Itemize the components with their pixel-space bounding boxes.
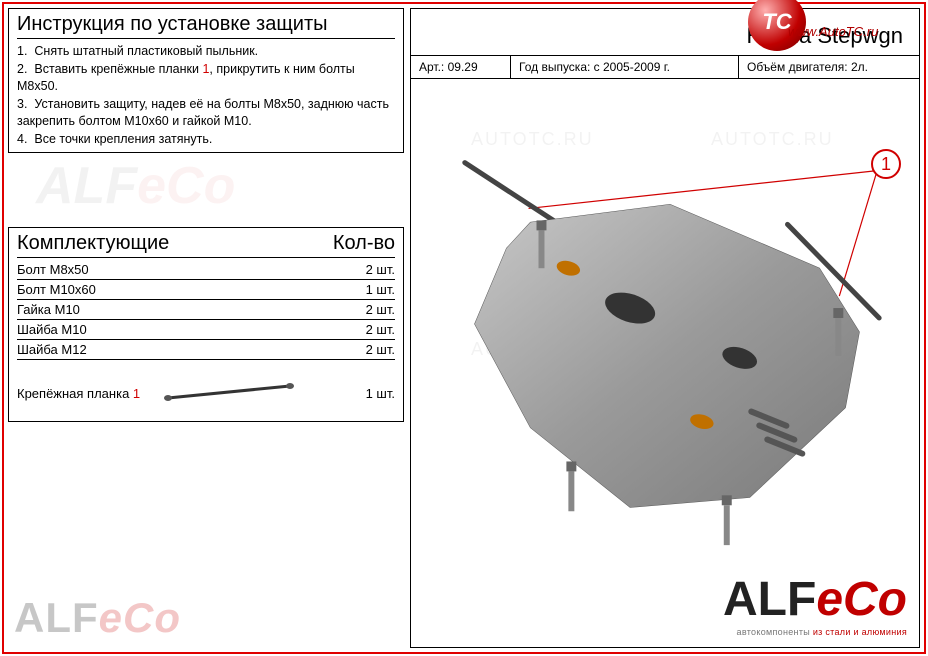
bracket-svg-icon — [162, 380, 302, 404]
callout-1: 1 — [871, 149, 901, 179]
parts-title: Комплектующие — [17, 232, 305, 255]
instructions-body: 1. Снять штатный пластиковый пыльник. 2.… — [17, 43, 395, 148]
brand-watermark-left: ALFeCo — [14, 594, 214, 642]
bracket-row: Крепёжная планка 1 1 шт. — [17, 360, 395, 417]
skid-plate-svg — [411, 99, 919, 547]
instr-line: 4. Все точки крепления затянуть. — [17, 131, 395, 149]
bracket-icon — [162, 380, 335, 407]
instr-line: 1. Снять штатный пластиковый пыльник. — [17, 43, 395, 61]
instr-line: 2. Вставить крепёжные планки 1, прикрути… — [17, 61, 395, 96]
parts-header: Комплектующие Кол-во — [17, 232, 395, 258]
instructions-section: Инструкция по установке защиты 1. Снять … — [8, 8, 404, 153]
brand-tagline: автокомпоненты из стали и алюминия — [723, 627, 907, 637]
bracket-qty: 1 шт. — [335, 386, 395, 401]
meta-year: Год выпуска: с 2005-2009 г. — [511, 56, 739, 78]
content: Инструкция по установке защиты 1. Снять … — [6, 6, 922, 650]
left-column: Инструкция по установке защиты 1. Снять … — [6, 6, 406, 650]
meta-art: Арт.: 09.29 — [411, 56, 511, 78]
table-row: Гайка М102 шт. — [17, 300, 395, 320]
bolt-icon — [566, 461, 576, 511]
instr-line: 3. Установить защиту, надев её на болты … — [17, 96, 395, 131]
table-row: Болт М8х502 шт. — [17, 260, 395, 280]
diagram: 1 — [411, 99, 919, 547]
parts-section: Комплектующие Кол-во Болт М8х502 шт. Бол… — [8, 227, 404, 422]
instructions-title: Инструкция по установке защиты — [17, 13, 395, 39]
meta-engine: Объём двигателя: 2л. — [739, 56, 919, 78]
bracket-label: Крепёжная планка 1 — [17, 386, 162, 401]
watermark-left: ALFeCo — [36, 156, 235, 216]
logo-url: www.AutoTC.ru — [788, 24, 878, 39]
left-bottom: ALFeCo — [6, 424, 406, 650]
page: TC www.AutoTC.ru Инструкция по установке… — [0, 0, 928, 656]
parts-table: Болт М8х502 шт. Болт М10х601 шт. Гайка М… — [17, 260, 395, 360]
brand-logo: ALFeCo автокомпоненты из стали и алюмини… — [723, 572, 907, 637]
table-row: Шайба М102 шт. — [17, 320, 395, 340]
right-column: AUTOTC.RU AUTOTC.RU AUTOTC.RU AUTOTC.RU … — [410, 8, 920, 648]
table-row: Болт М10х601 шт. — [17, 280, 395, 300]
qty-title: Кол-во — [305, 232, 395, 255]
meta-row: Арт.: 09.29 Год выпуска: с 2005-2009 г. … — [411, 56, 919, 79]
brand-text: ALFeCo — [723, 572, 907, 627]
table-row: Шайба М122 шт. — [17, 340, 395, 360]
callout-circle: 1 — [871, 149, 901, 179]
spacer: ALFeCo — [6, 155, 406, 225]
site-logo: TC www.AutoTC.ru — [748, 0, 918, 43]
bolt-icon — [722, 495, 732, 545]
